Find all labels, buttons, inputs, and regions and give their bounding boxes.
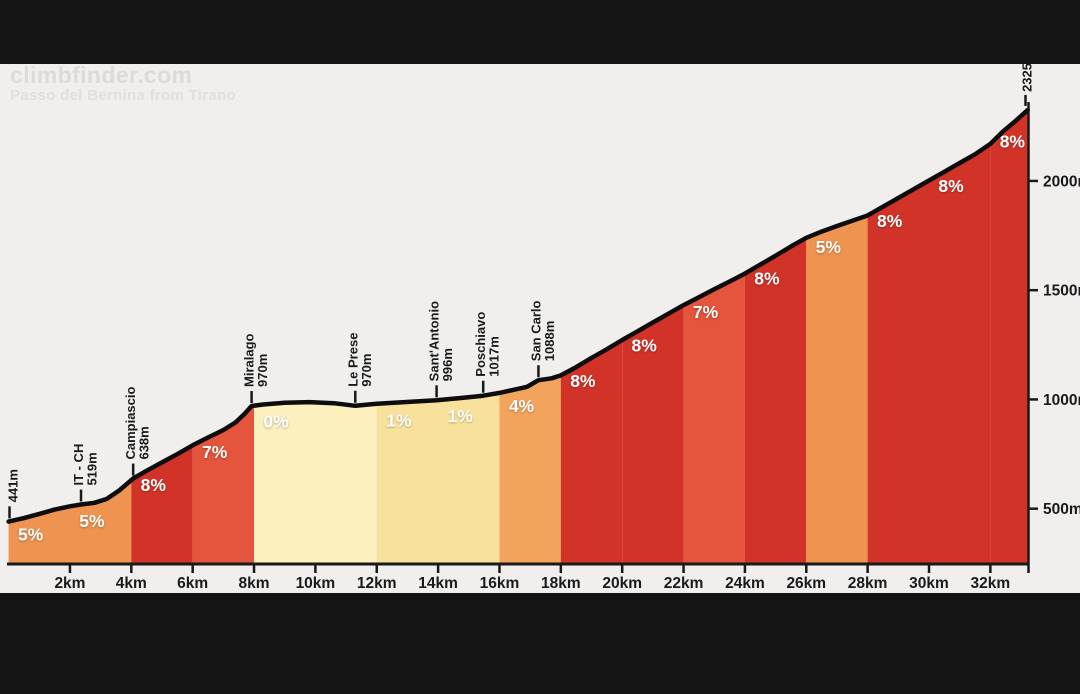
header: climbfinder.com Passo del Bernina from T…	[10, 62, 236, 105]
gradient-segment-28km	[867, 180, 929, 564]
gradient-segment-18km	[560, 340, 623, 564]
elevation-profile-chart: 2km 4km 6km 8km 10km 12km 14km 16km 18km 20km 22km…	[6, 64, 1080, 592]
waypoint-Sant'Antonio: Sant'Antonio996m	[427, 301, 456, 398]
gradient-segment-8km	[254, 402, 377, 564]
waypoint-label: Poschiavo1017m	[473, 312, 502, 377]
waypoint-label: IT - CH519m	[71, 444, 100, 486]
gradient-segment-20km	[622, 305, 684, 564]
gradient-segment-14km	[438, 392, 500, 564]
y-axis-tick-label: 1000m	[1043, 392, 1080, 409]
gradient-segment-24km	[744, 237, 807, 565]
waypoint-label: Campiascio638m	[123, 387, 152, 460]
gradient-segment-6km	[192, 405, 254, 564]
gradient-label: 1%	[447, 406, 473, 426]
x-axis-tick-label: 20km	[602, 575, 642, 592]
waypoint-label: 441m	[6, 469, 21, 502]
gradient-label: 7%	[202, 442, 228, 462]
gradient-segment-0km	[8, 506, 71, 564]
x-axis-tick-label: 18km	[541, 575, 581, 592]
gradient-label: 5%	[816, 237, 842, 257]
waypoint-441m: 441m	[6, 469, 21, 519]
gradient-label: 8%	[1000, 132, 1026, 152]
x-axis-tick-label: 4km	[116, 575, 147, 592]
gradient-label: 8%	[754, 269, 780, 289]
letterbox-bottom	[0, 593, 1080, 694]
brand-logo-text: climbfinder.com	[10, 62, 193, 88]
gradient-label: 5%	[79, 511, 105, 531]
gradient-segment-2km	[70, 480, 132, 564]
waypoint-Poschiavo: Poschiavo1017m	[473, 312, 502, 393]
gradient-segment-22km	[683, 273, 745, 564]
x-axis-tick-label: 24km	[725, 575, 765, 592]
letterbox-top	[0, 0, 1080, 64]
y-axis-tick-label: 500m	[1043, 501, 1080, 518]
gradient-segment-12km	[376, 400, 439, 564]
gradient-label: 8%	[141, 475, 167, 495]
x-axis-tick-label: 30km	[909, 575, 949, 592]
chart-area: climbfinder.com Passo del Bernina from T…	[0, 62, 1080, 593]
gradient-label: 8%	[632, 335, 658, 355]
waypoint-San Carlo: San Carlo1088m	[528, 300, 557, 378]
y-axis-tick-label: 1500m	[1043, 283, 1080, 300]
gradient-segment-32km	[990, 109, 1028, 565]
elevation-profile-line	[6, 107, 1031, 524]
gradient-label: 1%	[386, 410, 412, 430]
x-axis-tick-label: 32km	[971, 575, 1011, 592]
gradient-segment-16km	[499, 375, 561, 564]
waypoint-label: 2325m	[1020, 64, 1035, 92]
waypoint-label: Miralago970m	[242, 333, 271, 387]
waypoint-label: San Carlo1088m	[528, 300, 557, 361]
gradient-segment-30km	[929, 143, 991, 565]
waypoint-2325m: 2325m	[1020, 64, 1035, 106]
y-axis-tick-label: 2000m	[1043, 173, 1080, 190]
gradient-label: 8%	[938, 176, 964, 196]
gradient-label: 7%	[693, 302, 719, 322]
x-axis-tick-label: 26km	[786, 575, 826, 592]
gradient-label: 8%	[570, 371, 596, 391]
waypoint-Le Prese: Le Prese970m	[345, 333, 374, 403]
waypoint-IT - CH: IT - CH519m	[71, 444, 100, 502]
x-axis-tick-label: 12km	[357, 575, 397, 592]
x-axis-tick-label: 8km	[239, 575, 270, 592]
gradient-labels: 5% 5% 8% 7% 0% 1% 1% 4% 8% 8% 7% 8% 5% 8% 8% 8%	[18, 132, 1025, 545]
x-axis-tick-label: 28km	[848, 575, 888, 592]
x-axis-tick-label: 10km	[296, 575, 336, 592]
climb-title: Passo del Bernina from Tirano	[10, 87, 236, 105]
gradient-label: 0%	[263, 411, 289, 431]
x-axis-tick-label: 22km	[664, 575, 704, 592]
x-axis-tick-label: 14km	[418, 575, 458, 592]
waypoint-Miralago: Miralago970m	[242, 333, 271, 403]
waypoint-label: Le Prese970m	[345, 333, 374, 387]
gradient-segment-4km	[131, 445, 193, 564]
x-axis-tick-label: 2km	[54, 575, 85, 592]
gradient-label: 5%	[18, 524, 44, 544]
gradient-segment-26km	[806, 215, 868, 564]
x-axis-tick-label: 6km	[177, 575, 208, 592]
gradient-label: 8%	[877, 211, 903, 231]
gradient-label: 4%	[509, 396, 535, 416]
waypoint-Campiascio: Campiascio638m	[123, 387, 152, 476]
waypoint-label: Sant'Antonio996m	[427, 301, 456, 381]
x-axis-tick-label: 16km	[480, 575, 520, 592]
